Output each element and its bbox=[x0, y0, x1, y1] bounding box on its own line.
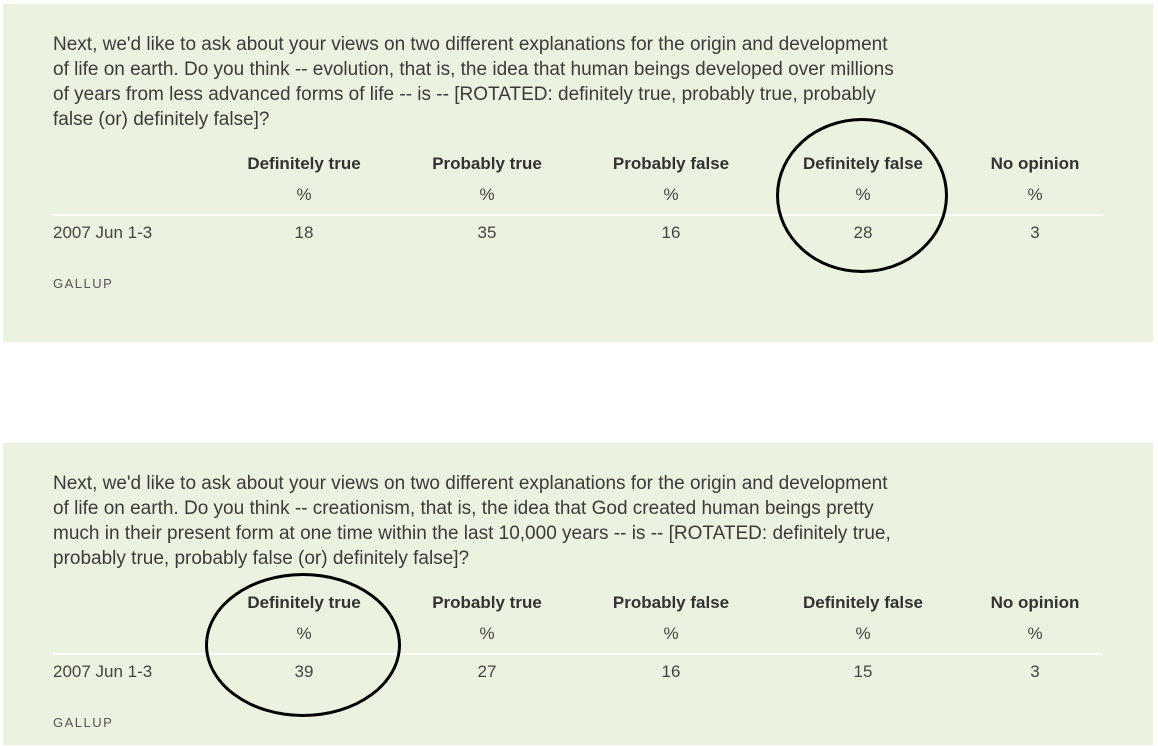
column-header-probably-false: Probably false bbox=[612, 593, 730, 612]
table-row: 2007 Jun 1-3 18 35 16 28 3 bbox=[53, 216, 1103, 250]
column-header-no-opinion: No opinion bbox=[990, 593, 1080, 612]
table-header-row: Definitely true Probably true Probably f… bbox=[53, 589, 1103, 619]
unit-cell: % bbox=[663, 624, 679, 643]
value-cell: 18 bbox=[294, 223, 314, 242]
creationism-poll-panel: Next, we'd like to ask about your views … bbox=[3, 443, 1153, 745]
unit-cell: % bbox=[296, 185, 312, 204]
evolution-poll-panel: Next, we'd like to ask about your views … bbox=[3, 4, 1153, 342]
question-text: Next, we'd like to ask about your views … bbox=[53, 473, 891, 569]
unit-cell: % bbox=[663, 185, 679, 204]
table-header-row: Definitely true Probably true Probably f… bbox=[53, 150, 1103, 180]
table-divider bbox=[53, 214, 1103, 216]
column-header-no-opinion: No opinion bbox=[990, 154, 1080, 173]
question-text: Next, we'd like to ask about your views … bbox=[53, 34, 894, 130]
value-cell: 3 bbox=[1030, 223, 1040, 242]
value-cell: 35 bbox=[477, 223, 497, 242]
column-header-definitely-false: Definitely false bbox=[803, 593, 923, 612]
unit-cell: % bbox=[479, 624, 495, 643]
column-header-definitely-true: Definitely true bbox=[247, 154, 361, 173]
source-label: GALLUP bbox=[53, 276, 114, 291]
value-cell: 16 bbox=[661, 662, 681, 681]
row-date-label: 2007 Jun 1-3 bbox=[53, 223, 153, 242]
column-header-probably-true: Probably true bbox=[432, 593, 542, 612]
table-divider bbox=[53, 653, 1103, 655]
unit-cell: % bbox=[1027, 185, 1043, 204]
source-label: GALLUP bbox=[53, 715, 114, 730]
unit-cell: % bbox=[1027, 624, 1043, 643]
unit-cell: % bbox=[855, 624, 871, 643]
highlight-circle-definitely-false bbox=[776, 118, 948, 273]
row-date-label: 2007 Jun 1-3 bbox=[53, 662, 153, 681]
value-cell: 16 bbox=[661, 223, 681, 242]
column-header-probably-true: Probably true bbox=[432, 154, 542, 173]
value-cell: 27 bbox=[477, 662, 497, 681]
value-cell: 15 bbox=[853, 662, 873, 681]
value-cell: 3 bbox=[1030, 662, 1040, 681]
unit-cell: % bbox=[479, 185, 495, 204]
column-header-probably-false: Probably false bbox=[612, 154, 730, 173]
highlight-circle-definitely-true bbox=[205, 573, 401, 717]
